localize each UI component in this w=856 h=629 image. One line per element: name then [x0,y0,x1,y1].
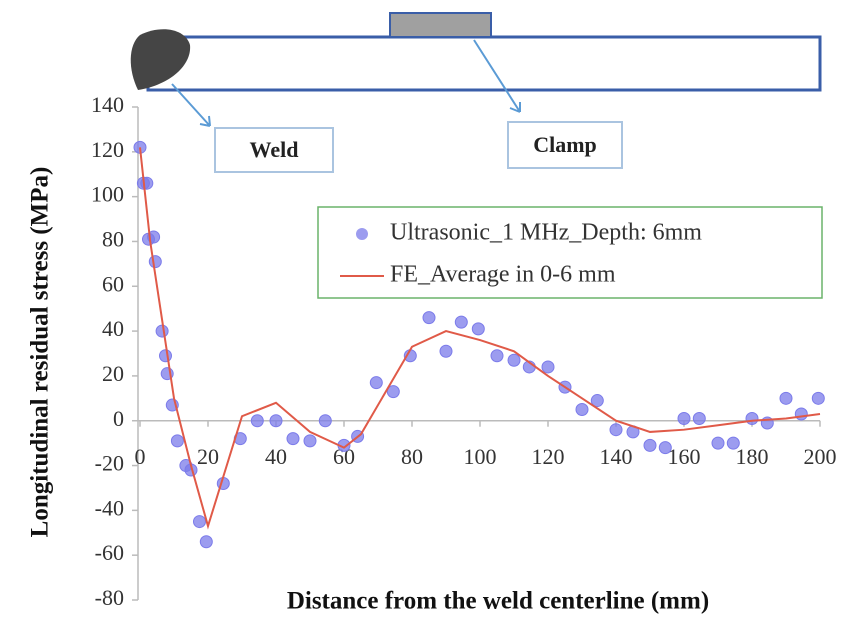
x-tick-label: 100 [464,444,497,469]
legend-label: Ultrasonic_1 MHz_Depth: 6mm [390,220,702,246]
y-axis-label: Longitudinal residual stress (MPa) [27,167,54,538]
data-point [270,415,282,427]
x-tick-label: 200 [804,444,837,469]
data-point [610,424,622,436]
y-tick-label: 0 [113,406,124,431]
data-point [455,316,467,328]
legend: Ultrasonic_1 MHz_Depth: 6mm FE_Average in… [318,207,822,298]
annotation: Weld [250,137,299,162]
y-tick-label: 40 [102,316,124,341]
data-point [440,345,452,357]
y-tick-label: -60 [95,540,124,565]
specimen-diagram: Weld Clamp [131,13,820,172]
data-point [149,256,161,268]
annotation: Clamp [533,132,597,157]
clamp-block [390,13,491,37]
x-tick-label: 160 [668,444,701,469]
data-point [491,350,503,362]
data-point [659,442,671,454]
x-axis-label: Distance from the weld centerline (mm) [287,588,709,615]
x-tick-label: 0 [135,444,146,469]
data-point [712,437,724,449]
data-point [287,433,299,445]
y-tick-label: -40 [95,495,124,520]
y-tick-label: 20 [102,361,124,386]
data-point [156,325,168,337]
x-tick-label: 140 [600,444,633,469]
data-point [200,536,212,548]
y-tick-label: 140 [91,92,124,117]
data-point [795,408,807,420]
legend-label: FE_Average in 0-6 mm [390,262,616,288]
data-point [542,361,554,373]
data-point [693,412,705,424]
data-point [304,435,316,447]
y-tick-label: 100 [91,182,124,207]
data-point [472,323,484,335]
data-point [780,392,792,404]
y-tick-label: 120 [91,137,124,162]
data-point [576,404,588,416]
fe-line [140,147,820,526]
y-tick-label: 80 [102,227,124,252]
x-tick-label: 40 [265,444,287,469]
x-tick-label: 120 [532,444,565,469]
data-point [160,350,172,362]
data-point [727,437,739,449]
data-point [423,312,435,324]
data-point [194,516,206,528]
legend-marker [356,228,368,240]
data-point [319,415,331,427]
plate [148,37,820,90]
data-point [746,412,758,424]
y-tick-label: -20 [95,451,124,476]
x-tick-label: 80 [401,444,423,469]
data-point [171,435,183,447]
x-tick-label: 20 [197,444,219,469]
data-point [812,392,824,404]
data-point [370,377,382,389]
x-tick-label: 180 [736,444,769,469]
data-point [678,412,690,424]
data-point [508,354,520,366]
y-tick-label: 60 [102,271,124,296]
y-tick-label: -80 [95,585,124,610]
data-point [644,439,656,451]
data-point [251,415,263,427]
chart: Weld Clamp Distance from the weld center… [0,0,856,629]
